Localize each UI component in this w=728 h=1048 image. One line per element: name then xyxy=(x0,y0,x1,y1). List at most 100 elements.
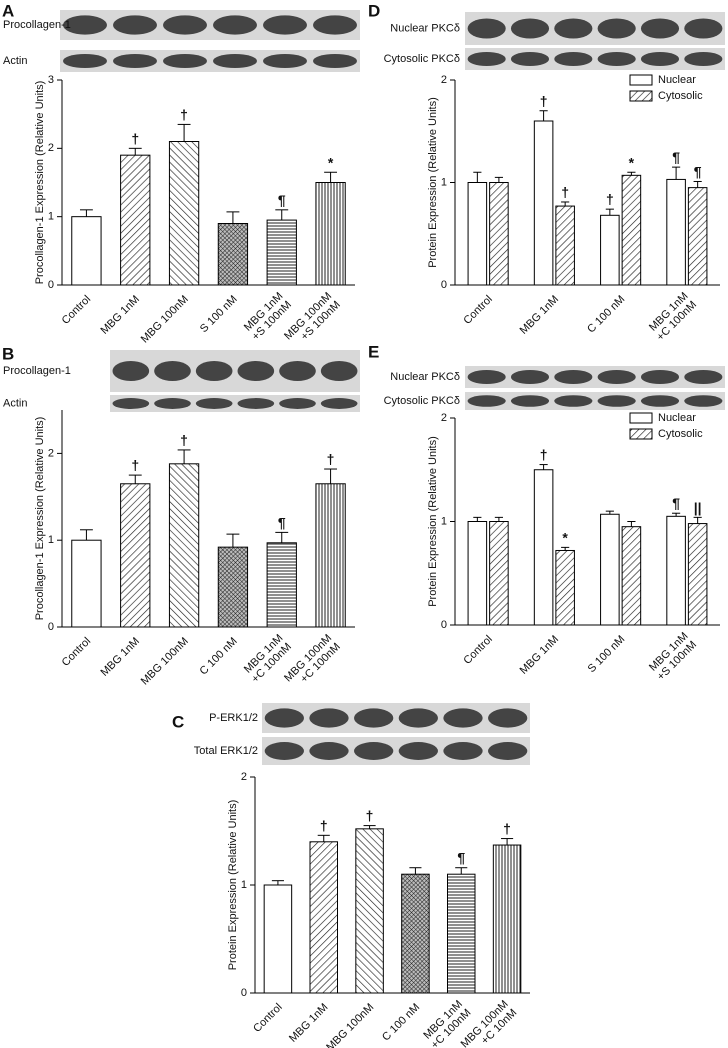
y-tick-label: 1 xyxy=(48,211,54,223)
blot-label: Actin xyxy=(3,397,27,409)
y-tick-label: 0 xyxy=(48,279,54,291)
annotation: † xyxy=(131,130,139,146)
blot-strip xyxy=(110,350,360,392)
bar xyxy=(467,182,488,286)
bar xyxy=(315,483,346,628)
bar xyxy=(263,884,293,994)
blot-strip xyxy=(465,12,725,45)
blot-label: Cytosolic PKCδ xyxy=(384,395,460,407)
blot-band xyxy=(264,708,304,728)
annotation: ¶ xyxy=(672,495,680,511)
blot-label: Total ERK1/2 xyxy=(194,745,258,757)
blot-band xyxy=(313,15,357,35)
panel-label: E xyxy=(368,342,379,361)
bar xyxy=(533,469,554,626)
blot-band xyxy=(597,18,636,39)
bar xyxy=(120,154,151,286)
blot-band xyxy=(684,369,723,385)
bar xyxy=(266,219,297,286)
x-tick-label: MBG 100nM xyxy=(139,293,191,345)
annotation: † xyxy=(131,457,139,473)
x-tick-label: Control xyxy=(60,293,94,327)
annotation: ¶ xyxy=(694,163,702,179)
blot-band xyxy=(213,53,257,69)
x-tick-label: S 100 nM xyxy=(586,633,628,675)
y-tick-label: 1 xyxy=(441,176,447,188)
blot-strip xyxy=(262,737,530,765)
legend-swatch xyxy=(629,412,653,424)
y-tick-label: 0 xyxy=(48,621,54,633)
y-axis-label: Procollagen-1 Expression (Relative Units… xyxy=(34,417,46,621)
annotation: * xyxy=(562,529,568,545)
legend-label: Cytosolic xyxy=(658,90,703,102)
y-tick-label: 0 xyxy=(441,619,447,631)
blot-band xyxy=(597,51,636,67)
blot-band xyxy=(354,742,394,760)
blot-band xyxy=(640,18,680,39)
x-tick-label: Control xyxy=(60,635,94,669)
blot-band xyxy=(684,51,723,67)
blot-band xyxy=(320,398,358,409)
blot-band xyxy=(684,395,723,407)
x-tick-label: Control xyxy=(251,1001,285,1035)
annotation: † xyxy=(180,106,188,122)
bar xyxy=(621,526,642,626)
y-axis-label: Protein Expression (Relative Units) xyxy=(427,97,439,268)
blot-band xyxy=(63,15,107,35)
bar xyxy=(355,828,384,994)
annotation: † xyxy=(606,191,614,207)
x-tick-label: Control xyxy=(461,633,495,667)
bar xyxy=(600,513,620,626)
blot-band xyxy=(640,51,680,67)
x-tick-label: MBG 100nM xyxy=(139,635,191,687)
blot-band xyxy=(684,18,723,39)
x-tick-label: MBG 1nM +S 100nM xyxy=(644,630,699,685)
legend-swatch xyxy=(629,74,653,86)
blot-band xyxy=(597,369,636,385)
blot-label: Nuclear PKCδ xyxy=(390,22,460,34)
legend-swatch xyxy=(629,90,653,102)
annotation: * xyxy=(629,154,635,170)
blot-strip xyxy=(262,703,530,733)
blot-label: Procollagen-1 xyxy=(3,19,71,31)
blot-band xyxy=(163,53,207,69)
y-tick-label: 2 xyxy=(441,412,447,424)
blot-band xyxy=(279,398,316,409)
bar xyxy=(120,483,151,628)
blot-band xyxy=(63,53,107,69)
bar xyxy=(71,539,102,628)
blot-band xyxy=(113,15,157,35)
blot-band xyxy=(354,708,394,728)
annotation: † xyxy=(180,432,188,448)
legend-label: Cytosolic xyxy=(658,428,703,440)
bar xyxy=(555,205,575,286)
blot-band xyxy=(264,742,304,760)
blot-band xyxy=(398,742,438,760)
bar xyxy=(687,187,708,286)
bar xyxy=(467,521,488,626)
y-tick-label: 2 xyxy=(441,74,447,86)
blot-band xyxy=(237,398,275,409)
blot-band xyxy=(112,398,150,409)
y-axis-label: Protein Expression (Relative Units) xyxy=(227,800,239,971)
blot-band xyxy=(309,742,349,760)
blot-band xyxy=(488,742,528,760)
bar xyxy=(401,873,430,994)
blot-band xyxy=(554,369,593,385)
annotation: || xyxy=(694,499,702,515)
blot-band xyxy=(467,18,506,39)
annotation: † xyxy=(320,817,328,833)
blot-band xyxy=(443,742,483,760)
bar xyxy=(666,515,686,626)
blot-band xyxy=(510,18,550,39)
blot-band xyxy=(279,361,316,381)
bar xyxy=(217,223,249,286)
blot-band xyxy=(237,361,275,381)
blot-band xyxy=(313,53,357,69)
blot-band xyxy=(597,395,636,407)
y-tick-label: 1 xyxy=(441,515,447,527)
annotation: † xyxy=(540,447,548,463)
panel-label: B xyxy=(2,344,14,363)
blot-label: Nuclear PKCδ xyxy=(390,371,460,383)
annotation: ¶ xyxy=(672,149,680,165)
